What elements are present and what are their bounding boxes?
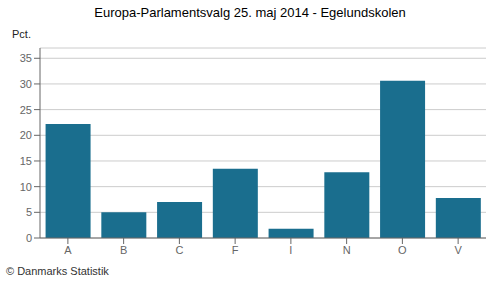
svg-text:0: 0 [26, 232, 32, 244]
svg-text:25: 25 [20, 104, 32, 116]
svg-text:C: C [175, 244, 183, 256]
html-text:Europa-Parlamentsvalg 25. maj: Europa-Parlamentsvalg 25. maj 2014 - Ege… [94, 5, 406, 20]
html-text:Pct.: Pct. [12, 28, 31, 40]
svg-text:15: 15 [20, 155, 32, 167]
html-text:© Danmarks Statistik: © Danmarks Statistik [6, 265, 109, 277]
svg-text:10: 10 [20, 181, 32, 193]
svg-text:N: N [343, 244, 351, 256]
svg-text:35: 35 [20, 52, 32, 64]
svg-text:F: F [232, 244, 239, 256]
svg-text:5: 5 [26, 206, 32, 218]
svg-text:B: B [120, 244, 127, 256]
svg-text:20: 20 [20, 129, 32, 141]
svg-text:A: A [64, 244, 72, 256]
svg-text:O: O [398, 244, 407, 256]
svg-text:V: V [454, 244, 462, 256]
svg-text:30: 30 [20, 78, 32, 90]
svg-text:I: I [289, 244, 292, 256]
